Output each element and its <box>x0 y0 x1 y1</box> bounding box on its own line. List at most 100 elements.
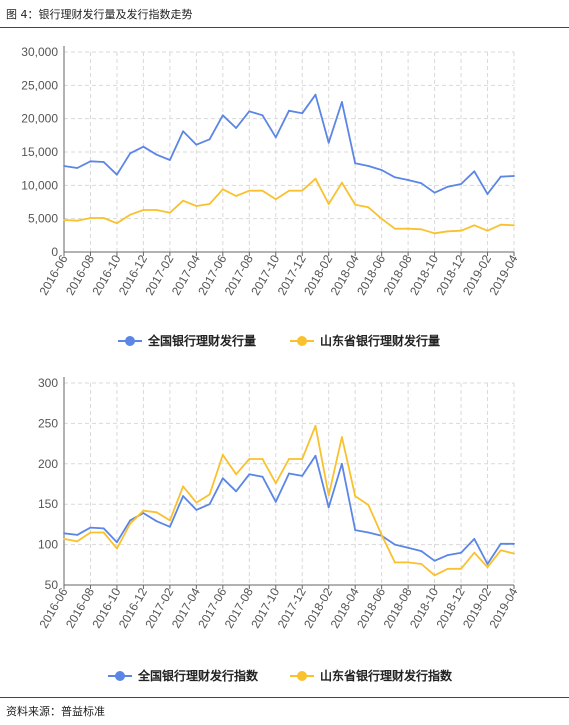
data-point <box>407 546 410 549</box>
data-point <box>341 101 343 103</box>
data-point <box>314 93 317 96</box>
y-tick-label: 15,000 <box>21 145 58 159</box>
data-point <box>116 222 118 225</box>
data-point <box>380 534 383 536</box>
series-line <box>63 424 515 577</box>
data-point <box>327 141 330 144</box>
data-point <box>301 475 304 477</box>
y-tick-label: 30,000 <box>21 45 58 59</box>
data-point <box>446 230 449 233</box>
data-point <box>288 189 290 192</box>
data-point <box>274 136 277 139</box>
legend-swatch-marker <box>125 336 135 346</box>
data-point <box>195 508 198 511</box>
data-point <box>221 188 224 191</box>
data-point <box>446 567 449 570</box>
data-point <box>407 227 410 230</box>
data-point <box>420 182 423 185</box>
data-point <box>102 217 105 219</box>
data-point <box>499 542 502 545</box>
figure-title: 图 4：银行理财发行量及发行指数走势 <box>6 8 193 21</box>
series-line <box>63 93 515 195</box>
data-point <box>314 454 317 457</box>
data-point <box>460 229 462 232</box>
data-point <box>261 114 264 117</box>
data-point <box>288 472 290 475</box>
data-point <box>89 531 92 534</box>
data-point <box>446 185 449 188</box>
data-point <box>380 169 383 171</box>
data-point <box>274 500 277 503</box>
data-point <box>433 232 436 235</box>
data-point <box>354 203 357 206</box>
data-point <box>102 527 105 530</box>
data-point <box>89 526 92 529</box>
data-point <box>195 501 198 504</box>
y-tick-label: 10,000 <box>21 178 58 192</box>
data-point <box>168 525 171 528</box>
data-point <box>76 167 79 169</box>
data-point <box>63 532 65 535</box>
data-point <box>301 458 304 460</box>
data-point <box>513 224 515 227</box>
data-point <box>116 173 118 176</box>
data-point <box>182 199 185 202</box>
data-point <box>235 473 237 476</box>
data-point <box>63 538 65 540</box>
data-point <box>327 506 330 509</box>
data-point <box>393 561 396 564</box>
data-point <box>221 114 224 117</box>
data-point <box>354 495 357 498</box>
data-point <box>433 559 436 562</box>
data-point <box>261 189 264 192</box>
data-point <box>142 145 145 148</box>
data-point <box>314 424 317 427</box>
data-point <box>393 176 396 179</box>
data-point <box>168 159 171 161</box>
data-point <box>288 458 290 460</box>
data-point <box>248 473 251 476</box>
data-point <box>460 551 462 554</box>
data-point <box>486 563 489 565</box>
data-point <box>208 138 211 141</box>
data-point <box>89 217 92 219</box>
data-point <box>142 209 145 211</box>
data-point <box>407 561 410 564</box>
data-point <box>420 563 423 565</box>
issuance-index-chart: 501001502002503002016-062016-082016-1020… <box>36 376 520 683</box>
data-point <box>182 495 185 498</box>
data-point <box>116 547 118 550</box>
data-point <box>63 165 65 167</box>
data-point <box>393 543 396 546</box>
data-point <box>420 228 423 231</box>
data-point <box>248 110 251 113</box>
data-point <box>341 436 343 439</box>
data-point <box>446 554 449 557</box>
data-point <box>433 574 436 577</box>
data-point <box>182 130 185 133</box>
data-point <box>208 203 211 205</box>
data-point <box>314 177 317 180</box>
data-point <box>288 109 290 112</box>
data-point <box>129 519 132 522</box>
data-point <box>142 512 145 514</box>
issuance-volume-chart: 05,00010,00015,00020,00025,00030,0002016… <box>21 45 520 348</box>
y-tick-label: 50 <box>45 578 59 592</box>
legend-label: 全国银行理财发行量 <box>147 333 256 348</box>
data-point <box>367 504 370 506</box>
data-point <box>102 531 105 534</box>
data-point <box>168 519 171 522</box>
data-point <box>208 503 211 506</box>
data-point <box>420 550 423 552</box>
data-point <box>499 223 502 226</box>
data-point <box>274 482 277 485</box>
data-point <box>380 217 383 220</box>
data-point <box>129 152 132 155</box>
data-point <box>261 458 264 460</box>
data-point <box>195 205 198 207</box>
data-point <box>513 175 515 177</box>
y-tick-label: 20,000 <box>21 112 58 126</box>
data-point <box>486 193 489 195</box>
data-point <box>261 475 264 478</box>
data-point <box>155 209 158 211</box>
